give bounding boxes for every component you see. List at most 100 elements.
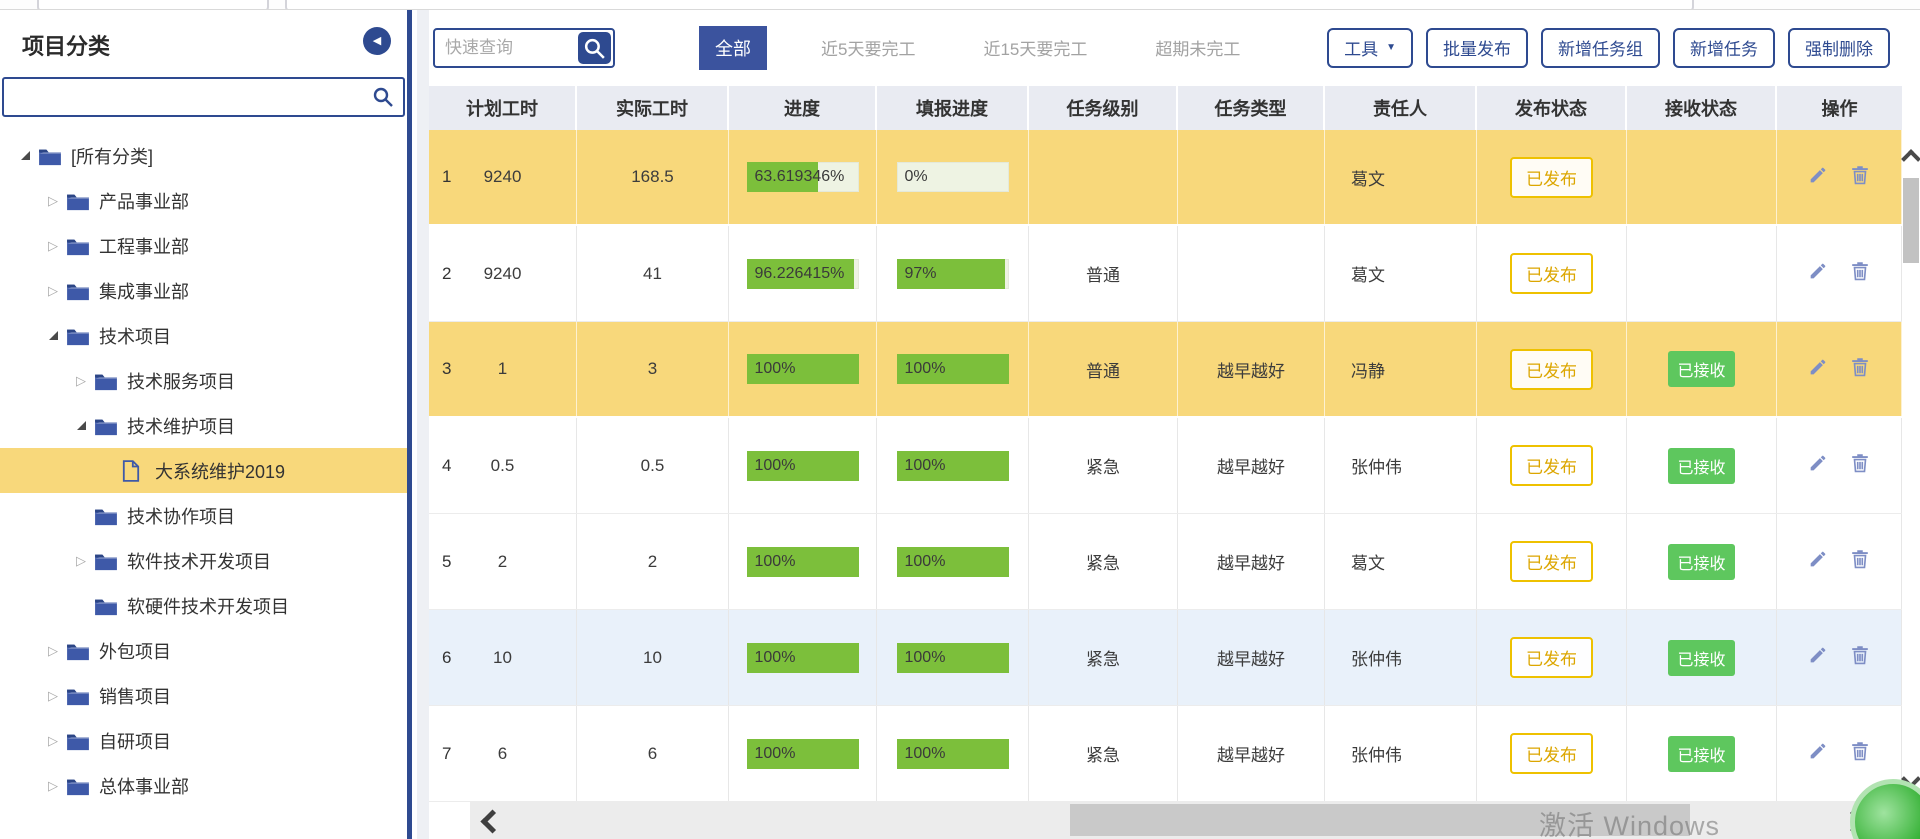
scroll-left-icon[interactable] bbox=[480, 809, 505, 834]
delete-icon[interactable] bbox=[1849, 356, 1871, 383]
publish-status-badge: 已发布 bbox=[1510, 156, 1593, 198]
action-buttons: 工具 ▼ 批量发布 新增任务组 新增任务 强制删除 bbox=[1327, 27, 1890, 68]
tree-item[interactable]: 技术协作项目 bbox=[0, 493, 407, 538]
task-type-cell bbox=[1178, 130, 1325, 224]
collapsed-arrow-icon[interactable]: ▷ bbox=[76, 552, 86, 568]
toolbar-button[interactable]: 新增任务组 bbox=[1541, 27, 1660, 68]
horizontal-scrollbar[interactable] bbox=[470, 802, 1904, 839]
search-icon-button[interactable] bbox=[578, 31, 611, 64]
floating-green-button[interactable] bbox=[1850, 779, 1920, 839]
expanded-arrow-icon[interactable] bbox=[42, 331, 64, 340]
collapsed-arrow-icon[interactable]: ▷ bbox=[48, 687, 58, 703]
delete-icon[interactable] bbox=[1849, 644, 1871, 671]
tree-item[interactable]: ▷ 自研项目 bbox=[0, 718, 407, 763]
edit-icon[interactable] bbox=[1807, 164, 1829, 191]
progress-cell: 100% bbox=[729, 322, 877, 416]
publish-status-badge: 已发布 bbox=[1510, 733, 1593, 774]
collapsed-arrow-icon[interactable]: ▷ bbox=[48, 777, 58, 793]
tree-item-label: 总体事业部 bbox=[99, 776, 189, 797]
horizontal-scroll-thumb[interactable] bbox=[1070, 804, 1690, 836]
category-tree: [所有分类] ▷ 产品事业部 ▷ 工程事业部 ▷ 集成事业部 技术项目 ▷ 技术服务项目 技术维护项… bbox=[0, 133, 407, 808]
edit-icon[interactable] bbox=[1807, 452, 1829, 479]
task-type-cell: 越早越好 bbox=[1178, 322, 1325, 416]
filter-tab[interactable]: 近15天要完工 bbox=[983, 40, 1088, 59]
table-row[interactable]: 1 9240 168.5 63.619346% 0% 葛文 已发布 bbox=[429, 130, 1902, 226]
report-progress-bar: 100% bbox=[896, 738, 1009, 769]
tree-item[interactable]: ▷ 总体事业部 bbox=[0, 763, 407, 808]
folder-icon bbox=[94, 370, 120, 392]
table-row[interactable]: 4 0.5 0.5 100% 100% 紧急 越早越好 张仲伟 已发布 已接收 bbox=[429, 418, 1902, 514]
expanded-arrow-icon[interactable] bbox=[70, 421, 92, 430]
collapsed-arrow-icon[interactable]: ▷ bbox=[48, 282, 58, 298]
tree-item-label: 软件技术开发项目 bbox=[127, 551, 271, 572]
sidebar-search-input[interactable] bbox=[10, 81, 363, 113]
tree-item[interactable]: ▷ 技术服务项目 bbox=[0, 358, 407, 403]
tree-item-label: 自研项目 bbox=[99, 731, 171, 752]
tree-item[interactable]: ▷ 外包项目 bbox=[0, 628, 407, 673]
tree-item[interactable]: 软硬件技术开发项目 bbox=[0, 583, 407, 628]
delete-icon[interactable] bbox=[1849, 740, 1871, 767]
delete-icon[interactable] bbox=[1849, 452, 1871, 479]
vertical-scrollbar[interactable] bbox=[1901, 130, 1920, 802]
folder-icon bbox=[66, 640, 92, 662]
column-header: 责任人 bbox=[1325, 86, 1477, 130]
filter-tab[interactable]: 近5天要完工 bbox=[821, 40, 916, 59]
task-level-cell: 紧急 bbox=[1029, 706, 1178, 801]
toolbar-button[interactable]: 工具 ▼ bbox=[1327, 27, 1413, 68]
owner-cell: 葛文 bbox=[1325, 130, 1477, 224]
sidebar-header: 项目分类 ◀ bbox=[0, 9, 407, 61]
edit-icon[interactable] bbox=[1807, 548, 1829, 575]
tree-item[interactable]: ▷ 集成事业部 bbox=[0, 268, 407, 313]
folder-icon bbox=[66, 685, 92, 707]
tree-item[interactable]: 大系统维护2019 bbox=[0, 448, 407, 493]
tree-item[interactable]: ▷ 工程事业部 bbox=[0, 223, 407, 268]
collapsed-arrow-icon[interactable]: ▷ bbox=[48, 237, 58, 253]
table-row[interactable]: 7 6 6 100% 100% 紧急 越早越好 张仲伟 已发布 已接收 bbox=[429, 706, 1902, 802]
toolbar-button[interactable]: 批量发布 bbox=[1426, 27, 1528, 68]
table-row[interactable]: 3 1 3 100% 100% 普通 越早越好 冯静 已发布 已接收 bbox=[429, 322, 1902, 418]
table-row[interactable]: 6 10 10 100% 100% 紧急 越早越好 张仲伟 已发布 已接收 bbox=[429, 610, 1902, 706]
filter-tab[interactable]: 全部 bbox=[699, 25, 767, 70]
table-row[interactable]: 2 9240 41 96.226415% 97% 普通 葛文 已发布 bbox=[429, 226, 1902, 322]
receive-status-cell: 已接收 bbox=[1627, 610, 1777, 705]
edit-icon[interactable] bbox=[1807, 260, 1829, 287]
collapsed-arrow-icon[interactable]: ▷ bbox=[48, 192, 58, 208]
edit-icon[interactable] bbox=[1807, 740, 1829, 767]
expanded-arrow-icon[interactable] bbox=[14, 151, 36, 160]
filter-tab[interactable]: 超期未完工 bbox=[1155, 40, 1241, 59]
task-table: 计划工时 实际工时 进度 填报进度 任务级别 任务类型 责任人 发布状态 接收状态 操作 1 924… bbox=[429, 86, 1902, 802]
tree-item-label: 销售项目 bbox=[99, 686, 171, 707]
tree-item[interactable]: ▷ 产品事业部 bbox=[0, 178, 407, 223]
table-row[interactable]: 5 2 2 100% 100% 紧急 越早越好 葛文 已发布 已接收 bbox=[429, 514, 1902, 610]
tree-item[interactable]: [所有分类] bbox=[0, 133, 407, 178]
vertical-scroll-thumb[interactable] bbox=[1903, 178, 1919, 263]
tree-item[interactable]: 技术项目 bbox=[0, 313, 407, 358]
quick-search-box[interactable] bbox=[433, 27, 615, 68]
search-icon[interactable] bbox=[371, 85, 395, 109]
task-type-cell: 越早越好 bbox=[1178, 514, 1325, 609]
collapsed-arrow-icon[interactable]: ▷ bbox=[48, 642, 58, 658]
edit-icon[interactable] bbox=[1807, 644, 1829, 671]
tree-item[interactable]: 技术维护项目 bbox=[0, 403, 407, 448]
toolbar-button[interactable]: 强制删除 bbox=[1788, 27, 1890, 68]
edit-icon[interactable] bbox=[1807, 356, 1829, 383]
receive-status-cell bbox=[1627, 130, 1777, 224]
tree-item[interactable]: ▷ 销售项目 bbox=[0, 673, 407, 718]
scroll-up-icon[interactable] bbox=[1901, 149, 1920, 169]
toolbar-button[interactable]: 新增任务 bbox=[1673, 27, 1775, 68]
collapsed-arrow-icon[interactable]: ▷ bbox=[48, 732, 58, 748]
delete-icon[interactable] bbox=[1849, 164, 1871, 191]
owner-cell: 葛文 bbox=[1325, 514, 1477, 609]
sidebar-search-box[interactable] bbox=[2, 77, 405, 117]
sidebar-collapse-button[interactable]: ◀ bbox=[363, 27, 391, 55]
delete-icon[interactable] bbox=[1849, 260, 1871, 287]
delete-icon[interactable] bbox=[1849, 548, 1871, 575]
collapsed-arrow-icon[interactable]: ▷ bbox=[76, 372, 86, 388]
folder-icon bbox=[66, 775, 92, 797]
report-progress-bar: 100% bbox=[896, 642, 1009, 673]
folder-icon bbox=[94, 415, 120, 437]
quick-search-input[interactable] bbox=[443, 31, 572, 64]
tree-item[interactable]: ▷ 软件技术开发项目 bbox=[0, 538, 407, 583]
